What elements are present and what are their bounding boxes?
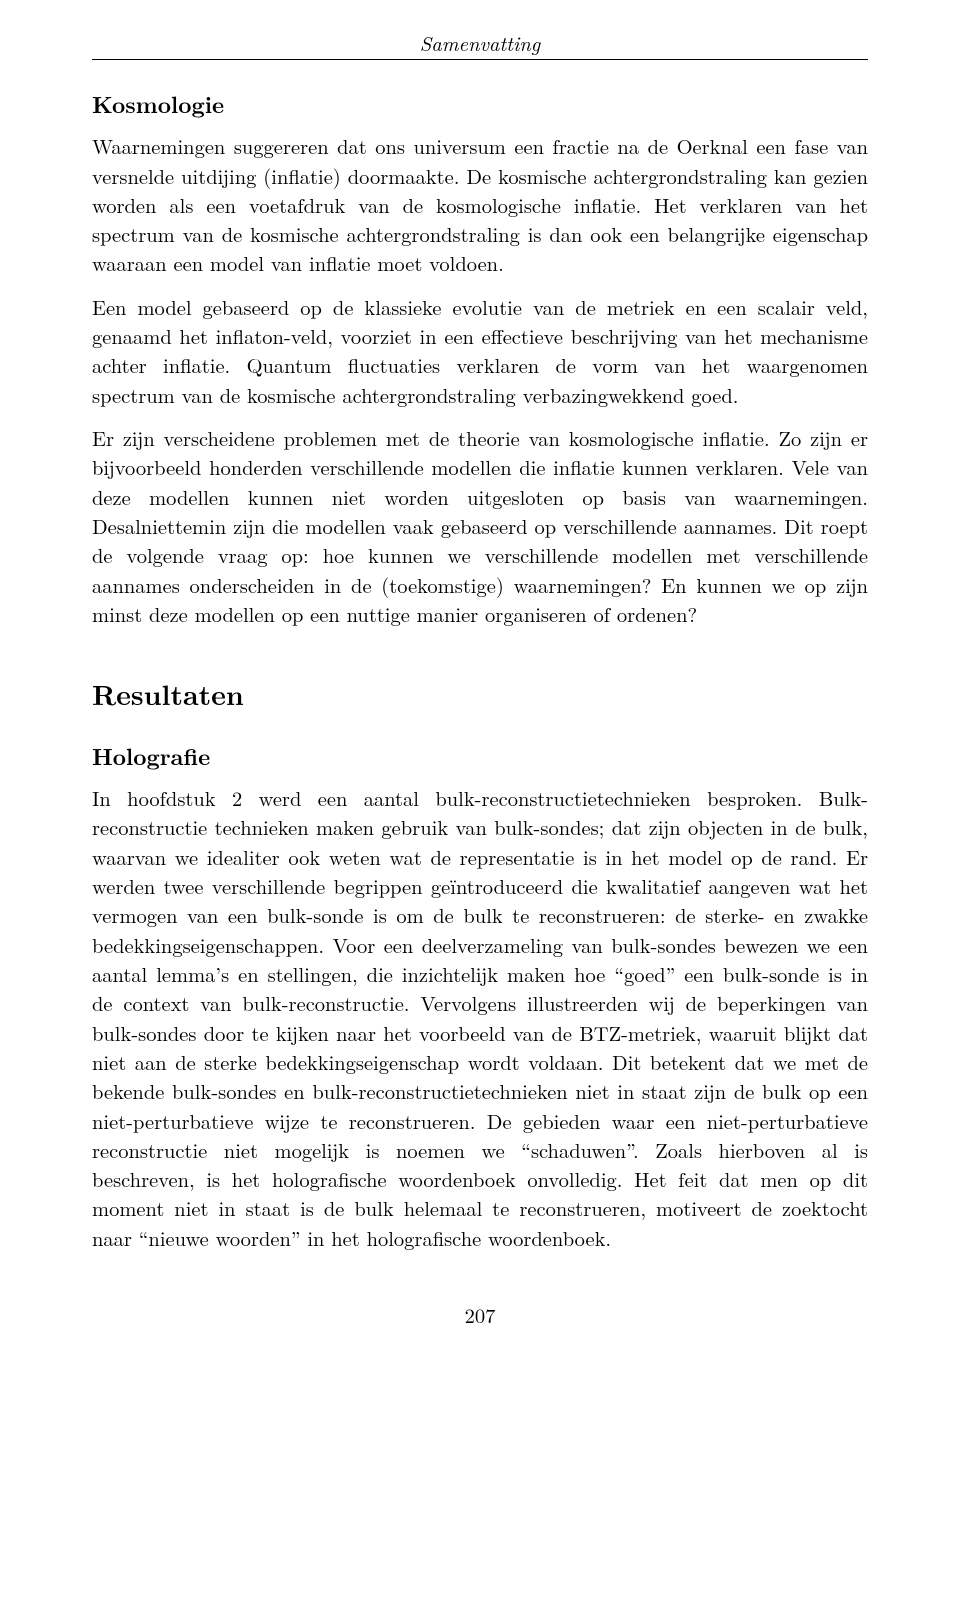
- paragraph: In hoofdstuk 2 werd een aantal bulk-reco…: [92, 783, 868, 1252]
- running-head: Samenvatting: [92, 28, 868, 57]
- header-rule: [92, 59, 868, 60]
- subheading-holografie: Holografie: [92, 740, 868, 773]
- paragraph: Er zijn verscheidene problemen met de th…: [92, 423, 868, 628]
- paragraph: Waarnemingen suggereren dat ons universu…: [92, 131, 868, 278]
- section-heading-resultaten: Resultaten: [92, 674, 868, 714]
- page-number: 207: [92, 1300, 868, 1329]
- paragraph: Een model gebaseerd op de klassieke evol…: [92, 292, 868, 409]
- subheading-kosmologie: Kosmologie: [92, 88, 868, 121]
